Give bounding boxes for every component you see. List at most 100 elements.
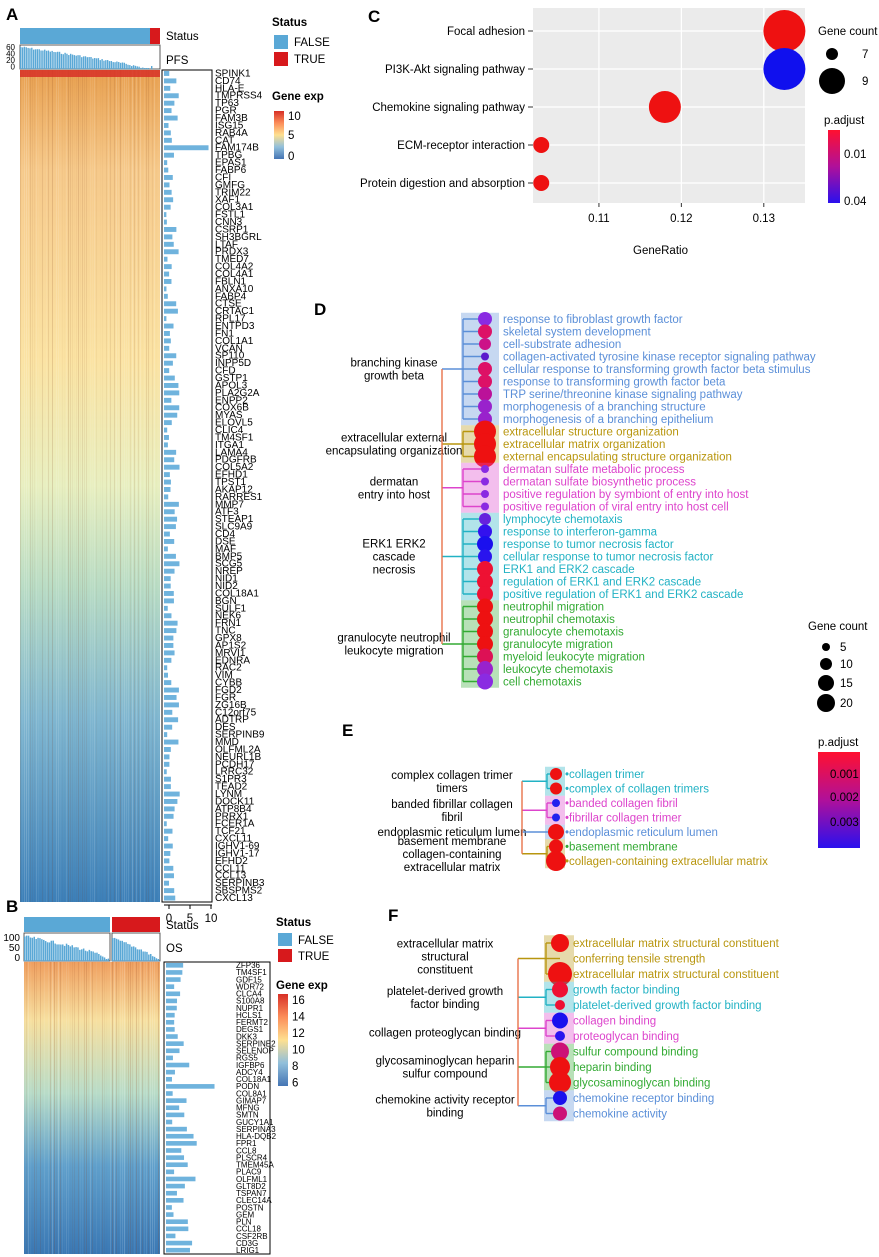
os-bar xyxy=(58,944,60,961)
gene-label-a: TP63 xyxy=(215,98,239,109)
heat-stripe xyxy=(142,70,143,902)
cluster-label: dermatan xyxy=(370,476,419,488)
legend-exp-title-a: Gene exp xyxy=(272,91,324,103)
gene-bar-a xyxy=(164,108,172,114)
gene-label-a: CLIC4 xyxy=(215,425,244,436)
term-dot xyxy=(479,338,491,350)
pfs-bar xyxy=(99,60,101,69)
gene-bar-a xyxy=(164,71,170,76)
heat-stripe-b xyxy=(32,962,33,1254)
pfs-bar xyxy=(47,50,50,69)
heat-stripe xyxy=(58,70,59,902)
gene-bar-a xyxy=(164,628,177,634)
term-dot xyxy=(477,573,493,590)
os-bar xyxy=(101,956,104,961)
gene-bar-a xyxy=(164,821,167,827)
gene-label-a: LAMA4 xyxy=(215,447,248,458)
gene-bar-a xyxy=(164,308,178,314)
gene-bar-a xyxy=(164,457,175,463)
gene-label-b: CLEC14A xyxy=(236,1196,272,1205)
os-bar xyxy=(103,957,106,961)
gene-bar-a xyxy=(164,680,172,686)
pfs-bar xyxy=(121,62,124,69)
term-label: dermatan sulfate metabolic process xyxy=(503,464,685,476)
os-bar xyxy=(90,951,92,961)
panel-f: extracellular matrix structural constitu… xyxy=(369,934,780,1122)
pfs-bar xyxy=(106,60,109,69)
cluster-label: ERK1 ERK2 xyxy=(362,539,425,551)
gene-bar-a xyxy=(164,397,172,403)
gene-label-a: LYNM xyxy=(215,789,242,800)
pfs-bar xyxy=(62,54,64,69)
plot-c-xlabel: GeneRatio xyxy=(633,245,688,257)
gene-bar-a xyxy=(164,806,175,812)
panel-d-size-dot-5 xyxy=(822,643,830,651)
gene-bar-b xyxy=(166,1027,175,1032)
panel-d-color-tick-2: 0.003 xyxy=(830,817,859,829)
heat-stripe xyxy=(108,70,109,902)
pfs-bar xyxy=(53,51,55,69)
gene-label-a: CD74 xyxy=(215,76,241,87)
gene-bar-a xyxy=(164,791,180,797)
gene-bar-a xyxy=(164,472,170,478)
heat-stripe-b xyxy=(144,962,145,1254)
gene-label-a: ITGA1 xyxy=(215,440,244,451)
heat-stripe xyxy=(126,70,127,902)
plot-c-dots xyxy=(533,10,806,191)
gene-label-a: STEAP1 xyxy=(215,514,254,525)
heat-stripe-b xyxy=(110,962,111,1254)
gene-bar-a xyxy=(164,501,179,507)
term-label: cell-substrate adhesion xyxy=(503,339,621,351)
heat-stripe-b xyxy=(100,962,101,1254)
heat-stripe xyxy=(84,70,85,902)
gene-bar-a xyxy=(164,561,180,567)
legend-exp-title-b: Gene exp xyxy=(276,980,328,992)
gene-label-a: FAM174B xyxy=(215,143,259,154)
pfs-bar xyxy=(84,56,87,69)
gene-bar-b xyxy=(166,1084,215,1089)
heat-stripe-b xyxy=(154,962,155,1254)
cluster-label: branching kinase xyxy=(351,358,438,370)
heat-stripe-b xyxy=(126,962,127,1254)
gene-bar-b xyxy=(166,1076,172,1082)
gene-label-a: GSTP1 xyxy=(215,373,248,384)
pfs-bar xyxy=(36,49,39,69)
cluster-label: endoplasmic reticulum lumen xyxy=(378,827,527,839)
heat-stripe xyxy=(148,70,149,902)
term-dot xyxy=(553,1106,567,1121)
heat-stripe xyxy=(120,70,121,902)
os-bar xyxy=(54,943,56,961)
os-bar xyxy=(127,943,129,961)
pfs-axis-tick: 40 xyxy=(6,50,15,59)
plot-c-color-tick-0: 0.01 xyxy=(844,149,866,161)
pfs-bar xyxy=(25,47,27,69)
pfs-bar xyxy=(44,49,46,69)
gene-label-b: CD3G xyxy=(236,1239,258,1248)
gene-label-a: PDGFRB xyxy=(215,455,257,466)
cluster-label: binding xyxy=(426,1107,463,1119)
os-bar xyxy=(75,947,77,961)
exp-tick-a-0: 10 xyxy=(288,111,301,123)
heat-stripe xyxy=(100,70,101,902)
gene-label-b: PLAC9 xyxy=(236,1168,262,1177)
gene-label-a: NID1 xyxy=(215,574,238,585)
os-bar xyxy=(33,936,35,961)
gene-label-a: CCL11 xyxy=(215,863,246,874)
pfs-bar xyxy=(108,61,111,69)
gene-bar-a xyxy=(164,665,168,671)
os-bar xyxy=(123,942,125,961)
pfs-axis-tick: 20 xyxy=(6,56,15,65)
heat-stripe xyxy=(144,70,145,902)
pfs-bar xyxy=(73,55,76,69)
heat-stripe-b xyxy=(52,962,53,1254)
pfs-bar xyxy=(51,50,53,69)
os-bar xyxy=(112,938,114,961)
gene-bar-b xyxy=(166,1183,185,1189)
exp-tick-b: 6 xyxy=(292,1078,298,1090)
gene-bar-a xyxy=(164,784,171,790)
gene-label-b: GIMAP7 xyxy=(236,1096,267,1105)
pfs-bar xyxy=(125,63,127,69)
gene-label-b: ADCY4 xyxy=(236,1068,263,1077)
pfs-bar xyxy=(118,62,120,69)
